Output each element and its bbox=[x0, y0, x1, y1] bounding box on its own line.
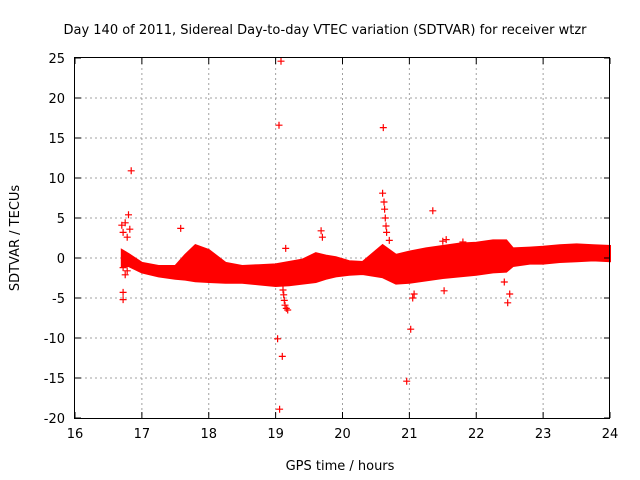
data-point bbox=[278, 352, 286, 360]
data-point bbox=[440, 287, 448, 295]
data-point bbox=[123, 233, 131, 241]
y-axis-label: SDTVAR / TECUs bbox=[8, 185, 23, 292]
data-point bbox=[280, 296, 288, 304]
y-tick-label: 25 bbox=[48, 52, 65, 67]
y-tick-label: 10 bbox=[48, 172, 65, 187]
data-point bbox=[127, 167, 135, 175]
y-tick-label: -10 bbox=[44, 332, 65, 347]
data-point bbox=[409, 294, 417, 302]
y-tick-label: 15 bbox=[48, 132, 65, 147]
y-tick-label: -5 bbox=[52, 292, 65, 307]
data-band-area bbox=[120, 239, 611, 288]
data-point bbox=[121, 271, 129, 279]
data-point bbox=[119, 228, 127, 236]
data-point bbox=[500, 278, 508, 286]
grid-lines bbox=[75, 58, 610, 418]
data-point bbox=[276, 405, 284, 413]
data-points bbox=[118, 57, 514, 413]
data-point bbox=[442, 236, 450, 244]
data-point bbox=[282, 304, 290, 312]
y-tick-label: 20 bbox=[48, 92, 65, 107]
data-point bbox=[504, 299, 512, 307]
y-tick-label: -15 bbox=[44, 372, 65, 387]
y-tick-label: -20 bbox=[44, 412, 65, 427]
chart-title: Day 140 of 2011, Sidereal Day-to-day VTE… bbox=[63, 23, 587, 38]
x-tick-label: 19 bbox=[267, 427, 284, 442]
data-point bbox=[385, 236, 393, 244]
x-tick-label: 22 bbox=[468, 427, 485, 442]
y-tick-label: 0 bbox=[57, 252, 65, 267]
data-point bbox=[380, 198, 388, 206]
data-point bbox=[118, 221, 126, 229]
data-point bbox=[317, 227, 325, 235]
x-axis-label: GPS time / hours bbox=[286, 459, 395, 474]
data-point bbox=[125, 211, 132, 219]
x-tick-label: 23 bbox=[535, 427, 552, 442]
data-point bbox=[382, 222, 390, 230]
y-tick-label: 5 bbox=[57, 212, 65, 227]
data-point bbox=[506, 290, 514, 298]
data-point bbox=[119, 264, 127, 272]
data-point bbox=[379, 189, 387, 197]
data-point bbox=[279, 286, 287, 294]
data-point bbox=[126, 225, 134, 233]
x-tick-label: 18 bbox=[200, 427, 217, 442]
data-point bbox=[177, 224, 185, 232]
x-tick-label: 24 bbox=[602, 427, 619, 442]
data-point bbox=[459, 238, 467, 246]
data-point bbox=[381, 214, 389, 222]
data-point bbox=[274, 335, 282, 343]
axis-ticks: 16 17 18 19 20 21 22 23 24 25 20 15 10 5 0 -5 -10 -15 -20 bbox=[44, 52, 619, 442]
data-point bbox=[410, 290, 418, 298]
x-tick-label: 21 bbox=[401, 427, 418, 442]
data-point bbox=[123, 267, 131, 275]
x-tick-label: 20 bbox=[334, 427, 351, 442]
x-tick-label: 16 bbox=[67, 427, 84, 442]
data-point bbox=[381, 205, 389, 213]
data-point bbox=[379, 124, 387, 132]
data-point bbox=[429, 207, 437, 215]
plot-frame bbox=[74, 57, 610, 419]
data-point bbox=[312, 270, 320, 278]
data-point bbox=[285, 276, 293, 284]
data-point bbox=[119, 296, 127, 304]
data-point bbox=[282, 244, 290, 252]
data-point bbox=[403, 377, 411, 385]
data-point bbox=[277, 57, 285, 65]
data-point bbox=[318, 233, 326, 241]
data-point bbox=[281, 301, 289, 309]
data-point bbox=[439, 237, 447, 245]
data-point bbox=[119, 288, 127, 296]
data-point bbox=[383, 228, 391, 236]
data-point bbox=[275, 121, 283, 129]
data-point bbox=[284, 306, 292, 314]
data-band bbox=[120, 239, 611, 288]
data-point bbox=[407, 325, 415, 333]
x-tick-label: 17 bbox=[134, 427, 151, 442]
